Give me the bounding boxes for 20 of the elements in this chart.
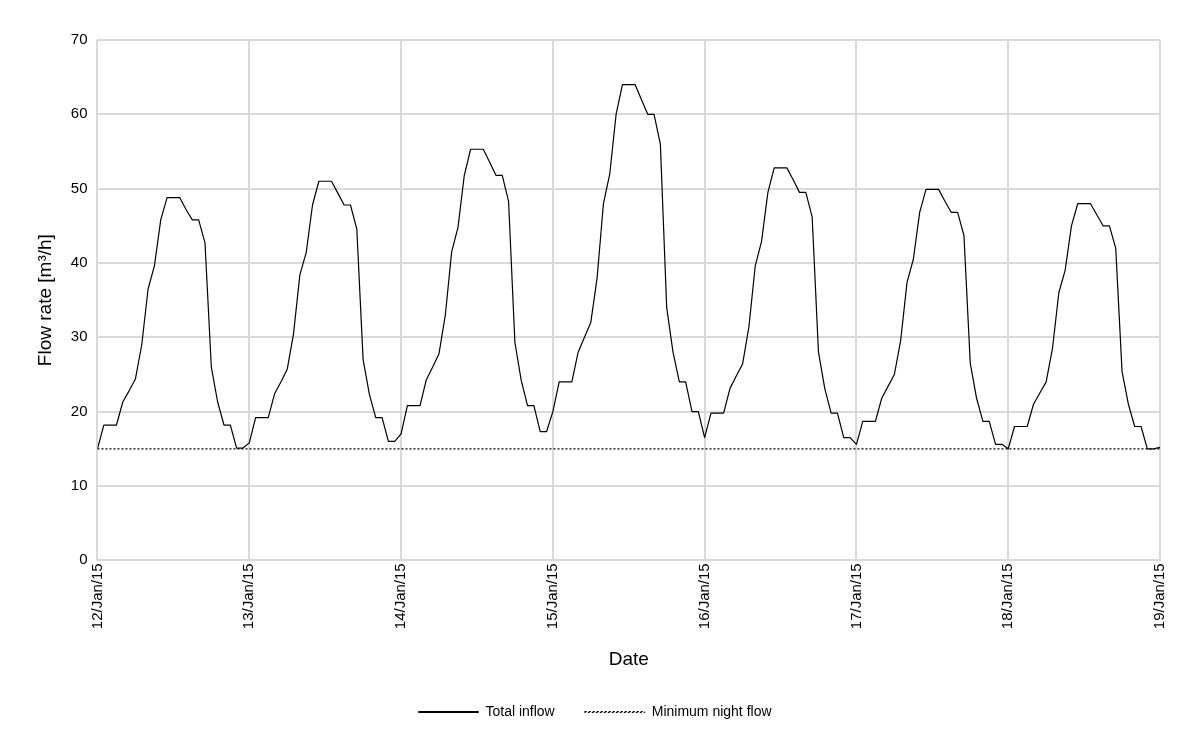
y-tick-label: 10: [70, 476, 88, 494]
x-tick-label: 17/Jan/15: [846, 563, 864, 630]
x-tick-label: 16/Jan/15: [694, 563, 712, 630]
y-tick-label: 30: [70, 327, 88, 345]
legend-label: Total inflow: [485, 702, 556, 719]
y-tick-label: 50: [70, 178, 88, 196]
x-tick-label: 19/Jan/15: [1150, 563, 1168, 630]
x-axis-title: Date: [608, 647, 649, 669]
x-tick-label: 15/Jan/15: [542, 563, 560, 630]
x-tick-label: 12/Jan/15: [87, 563, 105, 630]
x-tick-label: 14/Jan/15: [391, 563, 409, 630]
y-tick-label: 70: [70, 30, 88, 48]
x-tick-label: 13/Jan/15: [239, 563, 257, 630]
x-tick-label: 18/Jan/15: [998, 563, 1016, 630]
y-axis-title: Flow rate [m³/h]: [33, 234, 55, 367]
y-tick-label: 60: [70, 104, 88, 122]
y-tick-label: 0: [79, 550, 88, 568]
y-tick-label: 40: [70, 253, 88, 271]
legend-label: Minimum night flow: [651, 702, 773, 719]
y-tick-label: 20: [70, 401, 88, 419]
